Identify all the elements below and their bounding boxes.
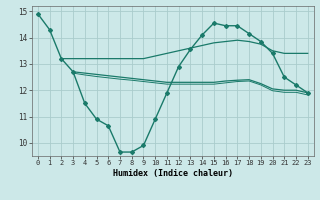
X-axis label: Humidex (Indice chaleur): Humidex (Indice chaleur) (113, 169, 233, 178)
